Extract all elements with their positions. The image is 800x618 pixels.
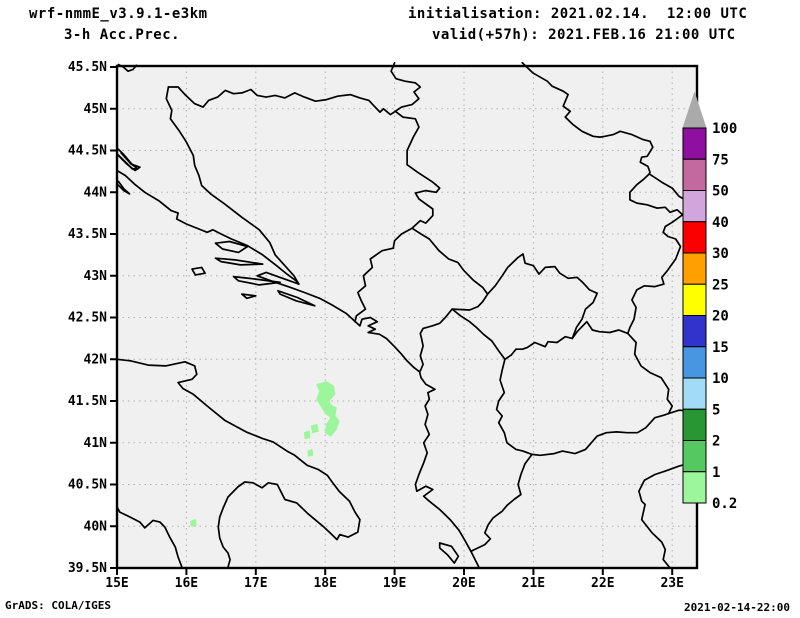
y-tick-label: 43N [84, 269, 108, 284]
x-tick-label: 15E [105, 576, 128, 591]
map-line-border-kosovo-serbia [486, 253, 599, 340]
map-line-border-bosnia-montenegro [354, 227, 413, 323]
map-line-border-bosnia-serbia-drina [394, 110, 441, 240]
map-background [117, 66, 697, 568]
map-line-coast-italy-adriatic [116, 358, 361, 569]
x-tick-label: 23E [660, 576, 683, 591]
colorbar-label-25: 25 [712, 277, 729, 293]
map-line-border-kosovo-albania [451, 308, 506, 361]
model-title: wrf-nmmE_v3.9.1-e3km [29, 6, 208, 22]
y-tick-label: 42.5N [68, 311, 107, 326]
map-line-coast-thermaic-gulf [638, 460, 699, 569]
map-line-border-albania-greece [470, 453, 533, 553]
colorbar-label-100: 100 [712, 121, 737, 137]
valid-time-label: valid(+57h): 2021.FEB.16 21:00 UTC [432, 27, 736, 43]
map-line-border-montenegro-albania [419, 308, 454, 372]
colorbar-label-50: 50 [712, 184, 729, 200]
x-tick-label: 16E [175, 576, 198, 591]
map-line-border-serbia-macedonia [571, 320, 629, 340]
y-tick-label: 40.5N [68, 478, 107, 493]
x-tick-label: 21E [522, 576, 545, 591]
precip-area-adriatic-cell-s3 [307, 448, 314, 457]
colorbar-label-10: 10 [712, 371, 729, 387]
y-tick-label: 45.5N [68, 60, 107, 75]
y-tick-label: 43.5N [68, 227, 107, 242]
map-line-island-vis [191, 266, 206, 276]
map-line-coast-italy-tyrrhenian [116, 506, 184, 569]
colorbar-label-2: 2 [712, 434, 720, 450]
colorbar-label-15: 15 [712, 340, 729, 356]
map-line-island-brac [214, 240, 249, 254]
precip-area-taranto-speck [190, 518, 197, 527]
colorbar-segment-6 [682, 315, 707, 348]
y-tick-label: 45N [84, 102, 108, 117]
colorbar-label-20: 20 [712, 309, 729, 325]
precip-area-adriatic-cell-main [316, 381, 340, 437]
colorbar-segment-11 [682, 471, 707, 504]
colorbar-label-75: 75 [712, 152, 729, 168]
colorbar-segment-1 [682, 158, 707, 191]
y-tick-label: 40N [84, 519, 108, 534]
map-line-border-macedonia-greece [531, 412, 670, 457]
map-line-border-croatia-bosnia-sava [167, 86, 397, 116]
y-tick-label: 41N [84, 436, 108, 451]
x-tick-label: 19E [383, 576, 406, 591]
map-line-border-serbia-montenegro [428, 238, 489, 311]
product-title: 3-h Acc.Prec. [64, 27, 181, 43]
colorbar-segment-2 [682, 190, 707, 223]
colorbar-label-1: 1 [712, 465, 720, 481]
y-tick-label: 41.5N [68, 394, 107, 409]
colorbar-segment-0 [682, 127, 707, 160]
precip-area-adriatic-cell-s1 [310, 423, 319, 434]
y-tick-label: 44N [84, 185, 108, 200]
map-line-island-lastovo [241, 293, 257, 300]
colorbar-segment-8 [682, 377, 707, 410]
colorbar-segment-3 [682, 221, 707, 254]
colorbar-label-40: 40 [712, 215, 729, 231]
map-line-island-mljet [277, 289, 316, 307]
map-line-island-korcula [232, 275, 281, 286]
x-tick-label: 22E [591, 576, 614, 591]
creation-timestamp: 2021-02-14-22:00 [684, 601, 790, 614]
colorbar-segment-9 [682, 408, 707, 441]
map-line-border-serbia-romania-danube [521, 61, 654, 175]
x-tick-label: 18E [313, 576, 336, 591]
x-tick-label: 20E [452, 576, 475, 591]
colorbar-label-0.2: 0.2 [712, 496, 737, 512]
y-tick-label: 39.5N [68, 561, 107, 576]
map-line-island-pag-2 [117, 152, 141, 172]
y-tick-label: 44.5N [68, 144, 107, 159]
map-line-border-serbia-bulgaria [626, 173, 684, 335]
map-line-island-dugi-otok [116, 180, 131, 195]
map-line-border-kosovo-macedonia [504, 335, 574, 361]
map-line-island-corfu [438, 542, 460, 564]
y-tick-label: 42N [84, 352, 108, 367]
x-tick-label: 17E [244, 576, 267, 591]
map-line-island-hvar [214, 257, 264, 266]
map-line-border-croatia-bosnia-west [165, 86, 300, 285]
init-time-label: initialisation: 2021.02.14. 12:00 UTC [408, 6, 748, 22]
precip-area-adriatic-cell-s2 [303, 430, 311, 440]
map-line-border-macedonia-bulgaria [626, 332, 674, 415]
colorbar-label-30: 30 [712, 246, 729, 262]
colorbar-segment-4 [682, 252, 707, 285]
map-line-border-albania-macedonia [495, 358, 533, 456]
map-line-border-croatia-serbia-danube [390, 61, 422, 113]
colorbar-segment-5 [682, 283, 707, 316]
colorbar-segment-10 [682, 440, 707, 473]
colorbar-label-5: 5 [712, 402, 720, 418]
grads-credit: GrADS: COLA/IGES [5, 599, 111, 612]
colorbar-segment-7 [682, 346, 707, 379]
map-line-coast-dalmatia-albania [116, 169, 481, 569]
